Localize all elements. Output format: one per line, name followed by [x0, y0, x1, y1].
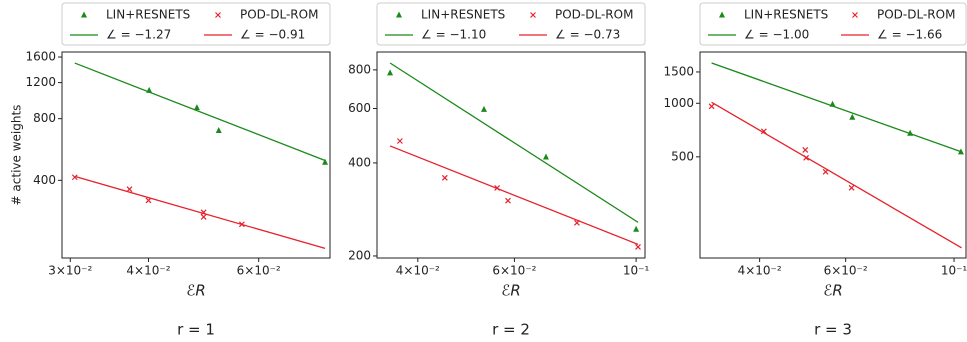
fit-line — [711, 101, 962, 249]
x-axis-label: ℰR — [186, 282, 206, 300]
legend-label: LIN+RESNETS — [106, 8, 190, 22]
y-tick-label: 800 — [348, 62, 371, 76]
legend-label: POD-DL-ROM — [240, 8, 318, 22]
y-tick-label: 1500 — [663, 64, 694, 78]
x-tick-label: 6×10⁻² — [492, 264, 536, 278]
y-tick-label: 400 — [348, 155, 371, 169]
panel-title: r = 3 — [814, 321, 852, 339]
y-tick-label: 600 — [348, 101, 371, 115]
point — [635, 243, 641, 250]
point — [145, 197, 152, 204]
y-tick-label: 200 — [348, 248, 371, 262]
y-tick-label: 1000 — [663, 96, 694, 110]
x-tick-label: 10⁻¹ — [941, 264, 967, 278]
point — [708, 103, 715, 110]
point — [848, 184, 855, 191]
point — [200, 214, 207, 220]
panel-title: r = 2 — [492, 321, 530, 339]
legend-label: ∠ = −0.73 — [555, 28, 620, 42]
x-tick-label: 6×10⁻² — [824, 264, 868, 278]
x-tick-label: 6×10⁻² — [237, 264, 281, 278]
legend-swatch — [530, 12, 536, 18]
y-axis-label: # active weights — [10, 105, 24, 206]
x-tick-label: 10⁻¹ — [623, 264, 650, 278]
legend-label: POD-DL-ROM — [877, 8, 955, 22]
point — [542, 153, 549, 160]
panel-title: r = 1 — [177, 321, 215, 339]
point — [633, 225, 640, 232]
plot-frame — [61, 51, 331, 259]
legend-box — [376, 2, 646, 46]
plot-area — [387, 62, 641, 250]
y-tick-label: 800 — [33, 111, 56, 125]
fit-line — [711, 62, 962, 153]
x-tick-label: 3×10⁻² — [48, 264, 92, 278]
x-axis-label: ℰR — [501, 282, 521, 300]
point — [849, 113, 856, 120]
y-tick-label: 1600 — [25, 50, 56, 64]
x-axis-label: ℰR — [823, 282, 843, 300]
plot-area — [708, 62, 964, 249]
legend-label: POD-DL-ROM — [555, 8, 633, 22]
point — [802, 146, 809, 153]
y-tick-label: 500 — [671, 149, 694, 163]
point — [193, 104, 200, 111]
point — [126, 186, 133, 193]
y-tick-label: 1200 — [25, 75, 56, 89]
point — [480, 105, 487, 112]
legend-box — [61, 2, 331, 46]
plot-frame — [699, 51, 967, 259]
fit-line — [74, 175, 326, 250]
legend-swatch — [719, 11, 725, 18]
fit-line — [74, 62, 326, 162]
legend-label: LIN+RESNETS — [744, 8, 828, 22]
x-tick-label: 4×10⁻² — [396, 264, 440, 278]
legend-label: LIN+RESNETS — [421, 8, 505, 22]
legend-label: ∠ = −1.00 — [744, 28, 809, 42]
legend-swatch — [396, 11, 402, 18]
point — [215, 127, 222, 134]
legend-box — [699, 2, 967, 46]
legend-swatch — [215, 12, 221, 18]
x-tick-label: 4×10⁻² — [738, 264, 782, 278]
legend-label: ∠ = −1.66 — [877, 28, 942, 42]
plot-area — [71, 62, 329, 250]
point — [387, 69, 394, 76]
fit-line — [389, 145, 639, 246]
y-tick-label: 400 — [33, 173, 56, 187]
point — [71, 174, 78, 181]
legend-swatch — [852, 12, 858, 18]
point — [505, 197, 511, 204]
point — [441, 174, 448, 181]
point — [322, 158, 329, 165]
legend-label: ∠ = −0.91 — [240, 28, 305, 42]
legend-label: ∠ = −1.10 — [421, 28, 486, 42]
plot-frame — [376, 51, 646, 259]
x-tick-label: 4×10⁻² — [126, 264, 170, 278]
legend-label: ∠ = −1.27 — [106, 28, 171, 42]
point — [396, 138, 403, 144]
legend-swatch — [81, 11, 87, 18]
fit-line — [389, 62, 639, 223]
